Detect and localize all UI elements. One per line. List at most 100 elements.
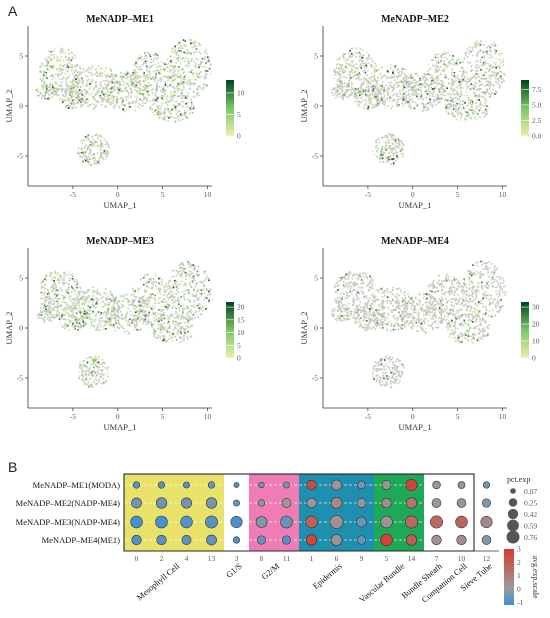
umap-cell-point xyxy=(419,93,422,96)
umap-cell-point xyxy=(65,85,68,88)
umap-cell-point xyxy=(353,75,356,77)
umap-cell-point xyxy=(199,64,201,66)
umap-cell-point xyxy=(377,98,379,101)
umap-cell-point xyxy=(110,88,113,91)
umap-cell-point xyxy=(357,102,360,104)
umap-cell-point xyxy=(202,57,205,60)
umap-cell-point xyxy=(142,321,145,323)
umap-cell-point xyxy=(132,71,134,74)
umap-cell-point xyxy=(190,60,193,63)
umap-cell-point xyxy=(175,113,178,116)
umap-cell-point xyxy=(360,85,362,88)
umap-cell-point xyxy=(68,56,70,59)
umap-cell-point xyxy=(178,314,181,316)
umap-cell-point xyxy=(442,68,445,71)
umap-cell-point xyxy=(435,64,438,66)
umap-cell-point xyxy=(64,306,67,309)
umap-cell-point xyxy=(151,112,154,114)
umap-cell-point xyxy=(60,103,63,105)
umap-cell-point xyxy=(73,91,76,94)
umap-cell-point xyxy=(173,86,175,88)
umap-cell-point xyxy=(71,56,74,58)
umap-cell-point xyxy=(495,61,498,64)
umap-cell-point xyxy=(141,310,144,313)
umap-cell-point xyxy=(177,318,180,320)
umap-cell-point xyxy=(80,298,82,301)
umap-cell-point xyxy=(436,96,439,98)
umap-cell-point xyxy=(97,311,100,313)
umap-cell-point xyxy=(92,299,94,301)
umap-cell-point xyxy=(130,82,133,85)
umap-cell-point xyxy=(399,92,402,95)
umap-cell-point xyxy=(156,100,159,103)
umap-cell-point xyxy=(367,80,370,83)
umap-cell-point xyxy=(351,84,353,86)
umap-cell-point xyxy=(452,55,454,57)
umap-cell-point xyxy=(128,324,130,327)
umap-cell-point xyxy=(109,300,112,303)
umap-cell-point xyxy=(172,305,174,308)
umap-cell-point xyxy=(72,86,74,89)
umap-cell-point xyxy=(57,305,60,308)
umap-cell-point xyxy=(174,106,177,108)
umap-cell-point xyxy=(77,100,79,103)
umap-cell-point xyxy=(204,76,206,78)
umap-cell-point xyxy=(77,301,79,304)
umap-cell-point xyxy=(145,285,148,288)
umap-cell-point xyxy=(430,59,433,61)
umap-cell-point xyxy=(177,284,179,286)
umap-cell-point xyxy=(161,317,164,320)
umap-cell-point xyxy=(130,314,133,316)
umap-cell-point xyxy=(126,312,128,315)
umap-cell-point xyxy=(64,51,67,54)
umap-cell-point xyxy=(179,305,182,307)
umap-cell-point xyxy=(96,133,98,136)
umap-cell-point xyxy=(198,273,201,276)
umap-cell-point xyxy=(186,97,189,100)
umap-cell-point xyxy=(182,57,184,59)
umap-cell-point xyxy=(66,63,69,65)
umap-cell-point xyxy=(103,97,105,99)
umap-cell-point xyxy=(193,275,195,278)
umap-cell-point xyxy=(150,89,152,92)
umap-cell-point xyxy=(102,87,105,90)
umap-cell-point xyxy=(68,297,71,300)
umap-cell-point xyxy=(72,73,74,75)
umap-cell-point xyxy=(488,69,491,72)
umap-cell-point xyxy=(480,83,482,86)
umap-cell-point xyxy=(65,273,67,276)
umap-cell-point xyxy=(121,314,123,317)
umap-cell-point xyxy=(82,139,85,141)
umap-cell-point xyxy=(78,72,81,75)
umap-cell-point xyxy=(133,69,136,71)
umap-cell-point xyxy=(151,282,153,284)
umap-cell-point xyxy=(112,309,114,312)
umap-cell-point xyxy=(67,87,69,90)
umap-cell-point xyxy=(61,49,64,52)
umap-cell-point xyxy=(443,70,445,73)
umap-cell-point xyxy=(483,62,485,65)
umap-cell-point xyxy=(159,108,162,110)
umap-cell-point xyxy=(74,65,77,68)
umap-cell-point xyxy=(75,90,78,92)
umap-cell-point xyxy=(153,78,155,80)
umap-cell-point xyxy=(184,57,187,59)
umap-cell-point xyxy=(146,92,148,94)
umap-cell-point xyxy=(387,89,389,91)
umap-cell-point xyxy=(450,100,452,102)
umap-cell-point xyxy=(408,93,410,95)
umap-cell-point xyxy=(153,80,156,82)
umap-cell-point xyxy=(95,92,97,94)
umap-cell-point xyxy=(182,39,185,41)
umap-cell-point xyxy=(53,302,55,305)
umap-cell-point xyxy=(170,107,172,110)
umap-cell-point xyxy=(46,97,48,100)
umap-cell-point xyxy=(139,311,141,314)
umap-cell-point xyxy=(139,80,142,82)
umap-cell-point xyxy=(381,147,383,150)
umap-cell-point xyxy=(153,334,155,337)
umap-cell-point xyxy=(443,53,446,55)
umap-cell-point xyxy=(166,70,169,73)
umap-cell-point xyxy=(110,311,113,313)
